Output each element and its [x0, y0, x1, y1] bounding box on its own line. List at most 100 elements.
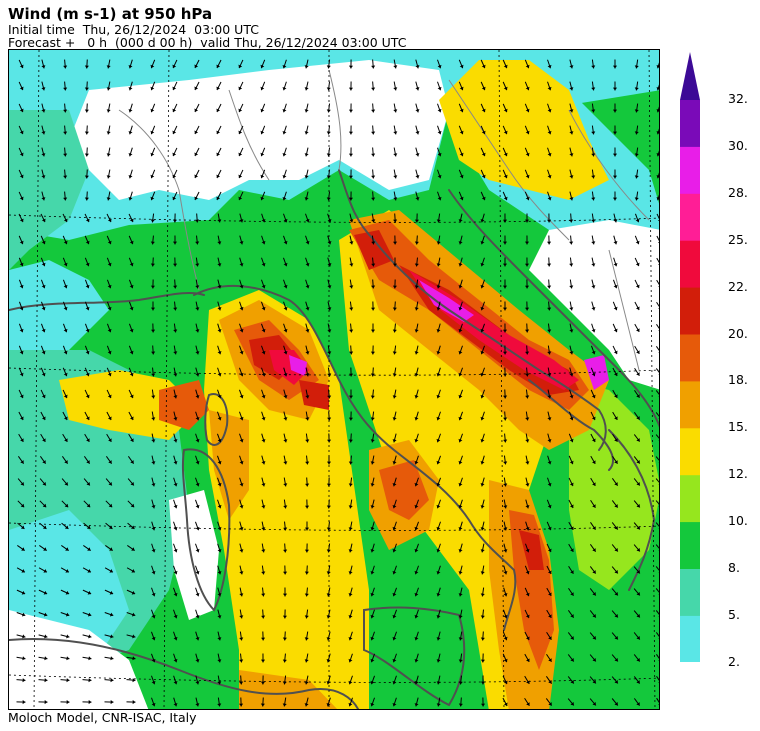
wind-arrow: [63, 81, 68, 91]
wind-arrow: [568, 411, 574, 421]
wind-arrow: [370, 323, 376, 333]
wind-arrow: [392, 543, 397, 553]
wind-speed-shading: [9, 50, 659, 709]
wind-arrow: [128, 59, 133, 69]
wind-arrow: [370, 521, 375, 531]
wind-arrow: [261, 543, 266, 553]
wind-arrow: [348, 191, 354, 201]
wind-arrow: [655, 610, 659, 617]
wind-arrow: [414, 565, 419, 575]
wind-arrow: [436, 543, 441, 553]
wind-arrow: [173, 455, 178, 465]
wind-arrow: [217, 235, 222, 245]
wind-arrow: [84, 169, 89, 179]
wind-arrow: [634, 301, 640, 311]
wind-arrow: [128, 433, 134, 443]
wind-arrow: [503, 543, 508, 553]
wind-arrow: [569, 191, 574, 201]
wind-arrow: [326, 103, 331, 113]
wind-arrow: [128, 81, 133, 91]
wind-arrow: [611, 654, 619, 662]
wind-arrow: [371, 191, 376, 201]
wind-arrow: [128, 147, 133, 157]
wind-arrow: [195, 389, 200, 399]
wind-arrow: [282, 103, 287, 113]
wind-arrow: [634, 345, 640, 355]
wind-arrow: [436, 367, 441, 377]
wind-arrow: [546, 609, 552, 619]
wind-arrow: [283, 279, 288, 289]
wind-arrow: [40, 235, 46, 245]
wind-arrow: [105, 500, 113, 508]
wind-arrow: [195, 345, 200, 355]
wind-arrow: [612, 103, 618, 113]
wind-arrow: [239, 235, 244, 245]
wind-arrow: [326, 565, 331, 575]
wind-arrow: [172, 213, 178, 223]
wind-arrow: [634, 147, 639, 157]
wind-arrow: [173, 301, 178, 311]
wind-arrow: [502, 191, 508, 201]
wind-arrow: [305, 279, 310, 289]
wind-arrow: [62, 411, 68, 421]
longitude-line: [33, 50, 40, 709]
wind-arrow: [569, 257, 574, 267]
wind-arrow: [38, 634, 48, 639]
wind-arrow: [282, 653, 287, 663]
wind-arrow: [216, 455, 222, 465]
wind-arrow: [60, 678, 70, 683]
wind-arrow: [371, 169, 376, 179]
wind-arrow: [591, 279, 596, 289]
wind-arrow: [437, 169, 442, 179]
wind-arrow: [590, 477, 596, 487]
wind-arrow: [633, 632, 641, 640]
wind-arrow: [305, 323, 310, 333]
wind-arrow: [17, 522, 25, 530]
wind-arrow: [634, 59, 639, 69]
wind-arrow: [545, 676, 553, 684]
wind-arrow: [18, 411, 24, 421]
wind-arrow: [634, 103, 639, 113]
wind-arrow: [371, 125, 376, 135]
latitude-line: [9, 522, 659, 531]
wind-speed-contour: [299, 380, 329, 410]
wind-arrow: [524, 147, 530, 157]
wind-arrow: [105, 478, 113, 486]
wind-arrow: [283, 389, 288, 399]
wind-arrow: [655, 434, 659, 441]
wind-arrow: [326, 455, 332, 465]
wind-arrow: [480, 103, 486, 113]
wind-arrow: [128, 213, 134, 223]
colorbar-tick-label: 2.: [728, 653, 740, 669]
wind-arrow: [480, 565, 485, 575]
wind-arrow: [239, 675, 244, 685]
wind-arrow: [104, 634, 114, 639]
wind-arrow: [151, 499, 156, 509]
wind-arrow: [216, 103, 222, 113]
wind-arrow: [436, 477, 442, 487]
wind-arrow: [304, 103, 309, 113]
wind-arrow: [436, 565, 441, 575]
wind-arrow: [591, 59, 596, 69]
wind-arrow: [547, 455, 552, 465]
wind-speed-contour: [509, 510, 554, 670]
wind-arrow: [392, 279, 397, 289]
wind-arrow: [18, 59, 24, 69]
wind-arrow: [261, 367, 266, 377]
wind-arrow: [126, 612, 136, 617]
wind-arrow: [40, 213, 46, 223]
wind-arrow: [349, 367, 354, 377]
wind-arrow: [589, 610, 597, 618]
wind-arrow: [656, 106, 659, 113]
wind-arrow: [106, 59, 111, 69]
wind-arrow: [567, 676, 575, 684]
wind-arrow: [260, 169, 266, 179]
wind-arrow: [326, 81, 331, 91]
wind-arrow: [370, 609, 375, 619]
wind-arrow: [503, 477, 508, 487]
wind-arrow: [436, 675, 441, 685]
wind-arrow: [590, 522, 596, 530]
country-border: [328, 69, 342, 171]
wind-arrow: [569, 389, 574, 399]
wind-arrow: [62, 367, 68, 377]
